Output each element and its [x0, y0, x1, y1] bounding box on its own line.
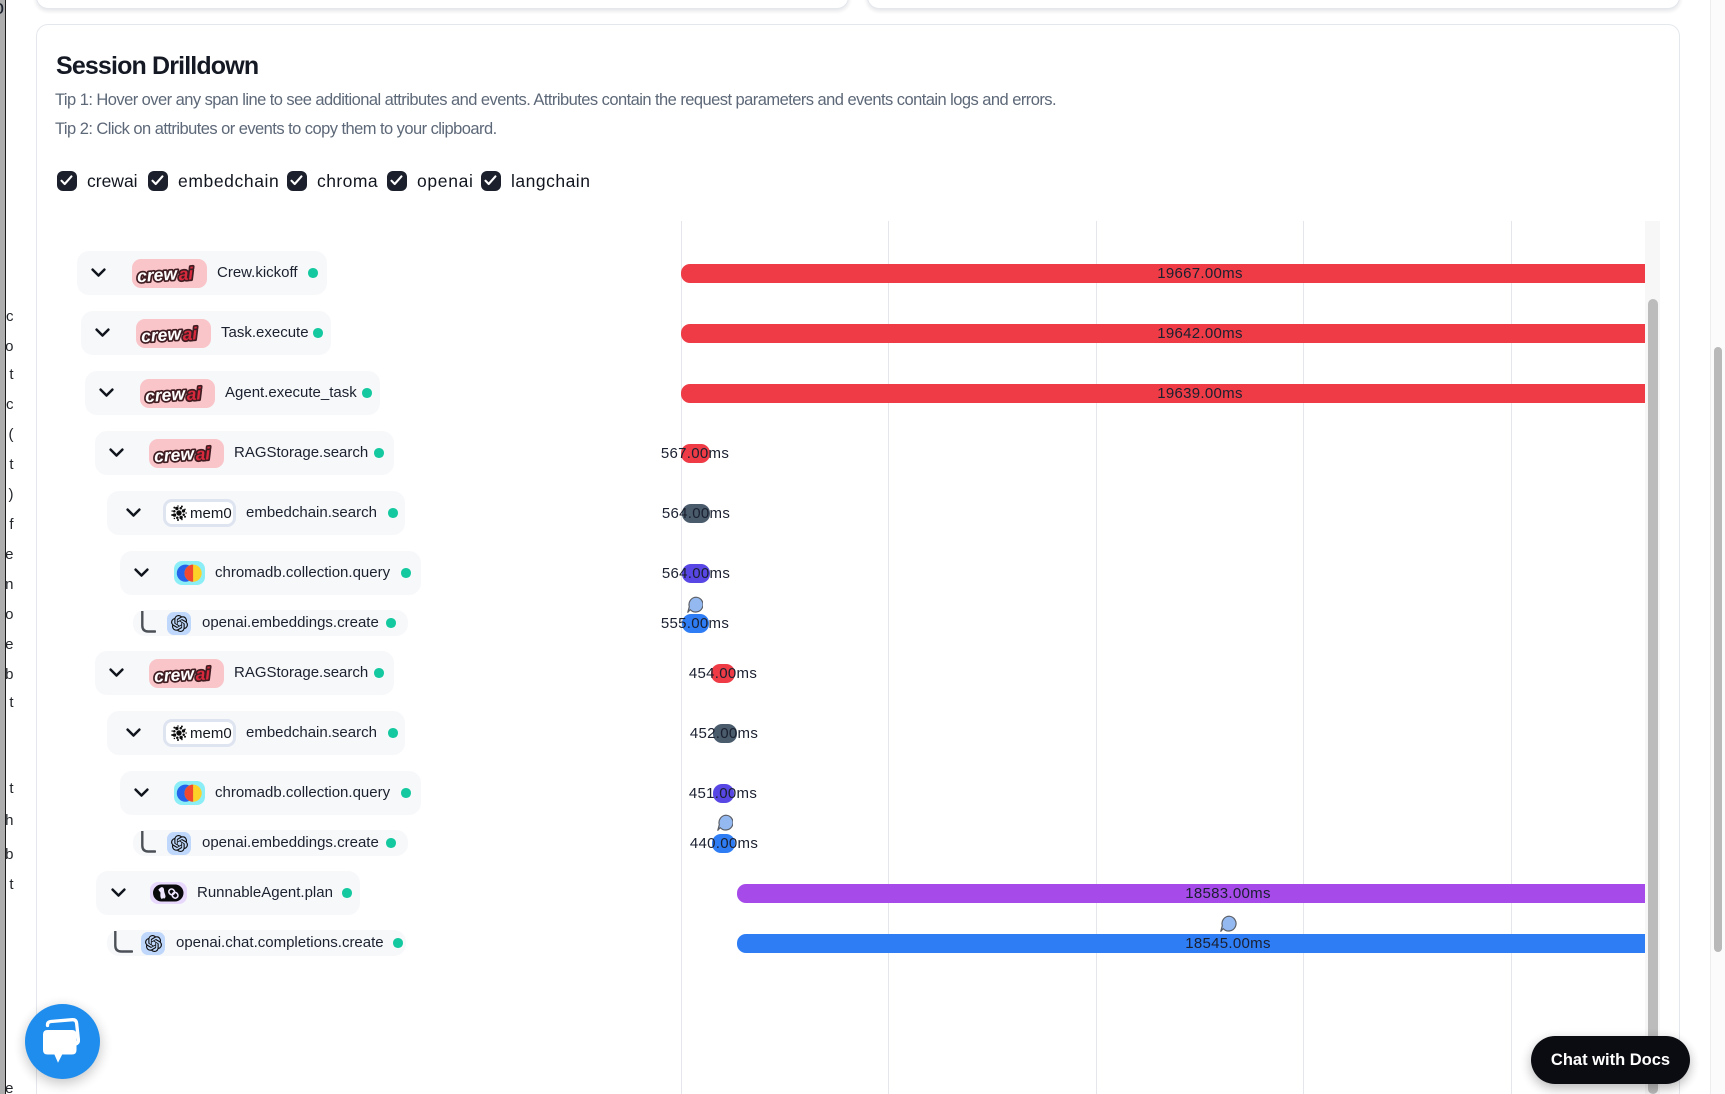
svg-text:crew: crew [154, 663, 197, 686]
svg-text:ai: ai [195, 663, 212, 684]
svg-text:ai: ai [178, 263, 195, 284]
svg-text:ai: ai [182, 323, 199, 344]
svg-text:crew: crew [154, 443, 197, 466]
svg-text:crew: crew [140, 323, 183, 346]
svg-text:crew: crew [136, 263, 179, 286]
svg-text:ai: ai [195, 663, 212, 684]
svg-text:crew: crew [144, 383, 187, 406]
svg-text:crew: crew [154, 663, 197, 686]
svg-text:crew: crew [154, 443, 197, 466]
svg-text:crew: crew [136, 263, 179, 286]
svg-text:ai: ai [195, 443, 212, 464]
svg-text:ai: ai [178, 263, 195, 284]
svg-text:crew: crew [144, 383, 187, 406]
svg-text:ai: ai [186, 383, 203, 404]
svg-text:ai: ai [182, 323, 199, 344]
svg-text:ai: ai [195, 443, 212, 464]
svg-text:crew: crew [140, 323, 183, 346]
svg-text:ai: ai [186, 383, 203, 404]
